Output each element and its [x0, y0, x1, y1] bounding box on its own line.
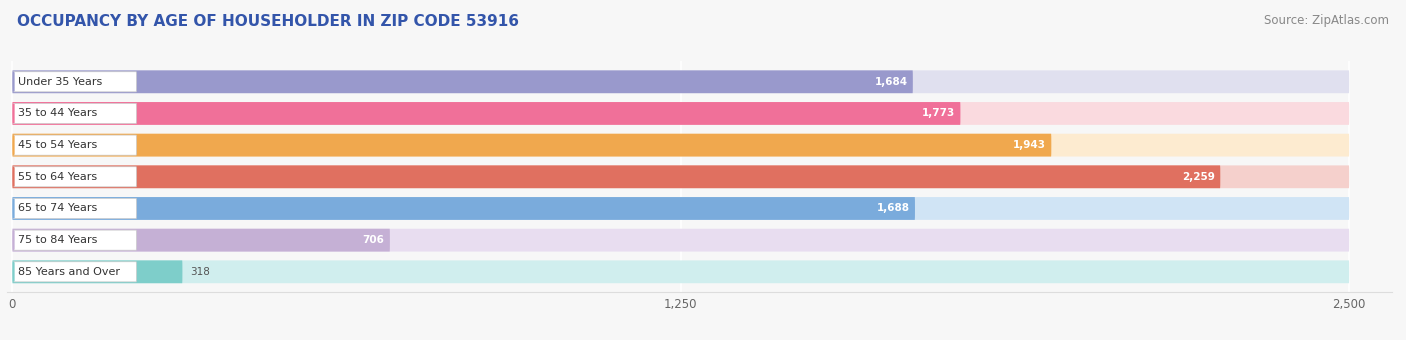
Text: 45 to 54 Years: 45 to 54 Years [18, 140, 97, 150]
Text: 35 to 44 Years: 35 to 44 Years [18, 108, 97, 118]
FancyBboxPatch shape [13, 70, 912, 93]
FancyBboxPatch shape [13, 197, 1350, 220]
FancyBboxPatch shape [14, 135, 136, 155]
FancyBboxPatch shape [13, 165, 1350, 188]
Text: Under 35 Years: Under 35 Years [18, 77, 103, 87]
Text: 1,943: 1,943 [1012, 140, 1046, 150]
FancyBboxPatch shape [13, 134, 1052, 156]
Text: 2,259: 2,259 [1182, 172, 1215, 182]
FancyBboxPatch shape [13, 229, 389, 252]
FancyBboxPatch shape [13, 229, 1350, 252]
FancyBboxPatch shape [14, 262, 136, 282]
Text: 1,773: 1,773 [922, 108, 955, 118]
Text: 318: 318 [190, 267, 211, 277]
FancyBboxPatch shape [13, 197, 915, 220]
Text: OCCUPANCY BY AGE OF HOUSEHOLDER IN ZIP CODE 53916: OCCUPANCY BY AGE OF HOUSEHOLDER IN ZIP C… [17, 14, 519, 29]
Text: Source: ZipAtlas.com: Source: ZipAtlas.com [1264, 14, 1389, 27]
Text: 706: 706 [363, 235, 384, 245]
FancyBboxPatch shape [14, 103, 136, 123]
FancyBboxPatch shape [14, 167, 136, 187]
Text: 1,684: 1,684 [875, 77, 907, 87]
Text: 75 to 84 Years: 75 to 84 Years [18, 235, 97, 245]
FancyBboxPatch shape [13, 165, 1220, 188]
Text: 85 Years and Over: 85 Years and Over [18, 267, 120, 277]
FancyBboxPatch shape [13, 102, 1350, 125]
FancyBboxPatch shape [13, 260, 183, 283]
FancyBboxPatch shape [14, 199, 136, 219]
FancyBboxPatch shape [13, 102, 960, 125]
FancyBboxPatch shape [14, 230, 136, 250]
Text: 1,688: 1,688 [876, 203, 910, 214]
Text: 65 to 74 Years: 65 to 74 Years [18, 203, 97, 214]
FancyBboxPatch shape [13, 70, 1350, 93]
FancyBboxPatch shape [13, 260, 1350, 283]
FancyBboxPatch shape [14, 72, 136, 92]
FancyBboxPatch shape [13, 134, 1350, 156]
Text: 55 to 64 Years: 55 to 64 Years [18, 172, 97, 182]
